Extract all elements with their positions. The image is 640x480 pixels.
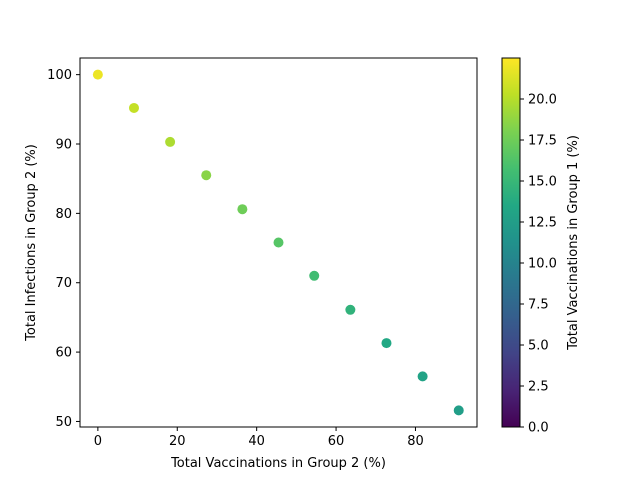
colorbar-tick-label: 7.5 [528, 298, 549, 313]
colorbar-tick-label: 12.5 [528, 216, 557, 231]
colorbar [501, 57, 521, 428]
x-tick-label: 40 [248, 434, 265, 449]
colorbar-tick-label: 5.0 [528, 339, 549, 354]
scatter-point [201, 170, 212, 181]
x-tick-label: 80 [407, 434, 424, 449]
y-tick-label: 60 [55, 346, 72, 361]
scatter-point [92, 69, 103, 80]
scatter-point [165, 136, 176, 147]
x-axis-label: Total Vaccinations in Group 2 (%) [170, 456, 386, 471]
colorbar-tick-label: 17.5 [528, 134, 557, 149]
y-axis-label: Total Infections in Group 2 (%) [24, 144, 39, 342]
scatter-point [128, 102, 139, 113]
x-tick-label: 0 [94, 434, 102, 449]
scatter-points [92, 69, 464, 416]
scatter-point [309, 270, 320, 281]
colorbar-tick-label: 2.5 [528, 380, 549, 395]
scatter-point [273, 237, 284, 248]
scatter-point [345, 304, 356, 315]
colorbar-tick-label: 15.0 [528, 175, 557, 190]
x-axis-ticks: 0 20 40 60 80 [94, 427, 424, 449]
scatter-point [453, 405, 464, 416]
scatter-point [417, 371, 428, 382]
colorbar-ticks: 0.0 2.5 5.0 7.5 10.0 12.5 15.0 17.5 20.0 [520, 93, 557, 436]
y-tick-label: 100 [47, 68, 72, 83]
y-tick-label: 80 [55, 207, 72, 222]
y-tick-label: 50 [55, 415, 72, 430]
y-tick-label: 70 [55, 276, 72, 291]
scatter-point [237, 204, 248, 215]
y-tick-label: 90 [55, 138, 72, 153]
colorbar-tick-label: 20.0 [528, 93, 557, 108]
x-tick-label: 20 [169, 434, 186, 449]
plot-frame [79, 57, 478, 428]
y-axis-ticks: 50 60 70 80 90 100 [47, 68, 80, 430]
colorbar-label: Total Vaccinations in Group 1 (%) [566, 135, 581, 351]
x-tick-label: 60 [328, 434, 345, 449]
scatter-point [381, 338, 392, 349]
colorbar-tick-label: 0.0 [528, 421, 549, 436]
colorbar-tick-label: 10.0 [528, 257, 557, 272]
